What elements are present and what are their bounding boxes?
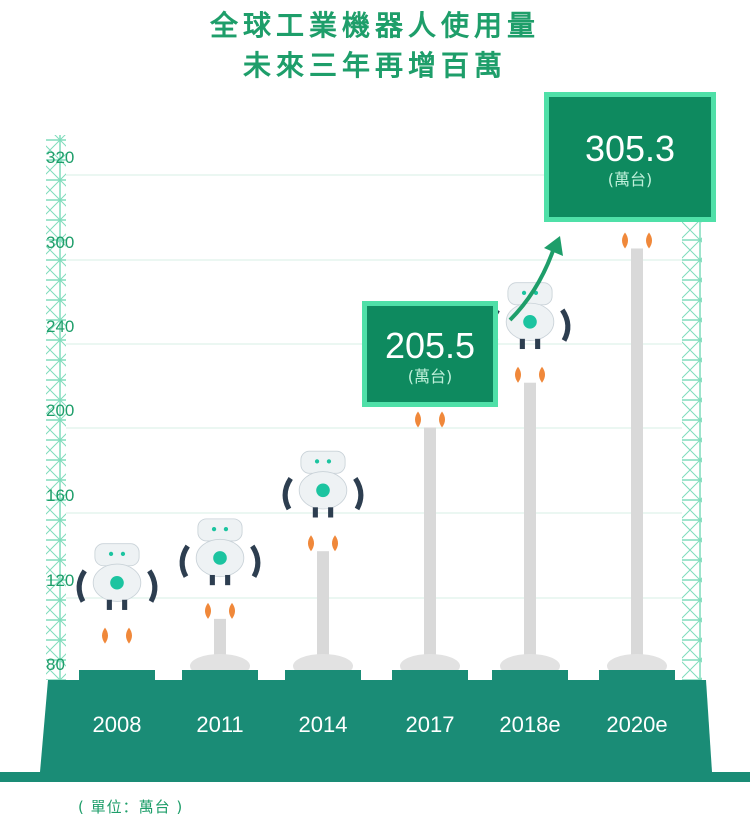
robot-leg	[225, 574, 231, 586]
flame	[539, 366, 545, 383]
x-tick-label: 2018e	[499, 712, 560, 737]
robot-arm-right	[147, 569, 158, 603]
y-tick-label: 120	[46, 571, 74, 590]
x-tick-label: 2008	[93, 712, 142, 737]
robot-eye	[314, 459, 320, 464]
callout-value: 305.3	[585, 128, 675, 169]
robot-arm-left	[179, 544, 190, 578]
robot-core	[523, 315, 537, 329]
bar-base	[599, 670, 675, 682]
robot-head	[300, 450, 346, 474]
y-tick-label: 200	[46, 401, 74, 420]
robot-eye	[108, 551, 114, 556]
robot-arm-left	[282, 476, 293, 511]
unit-note: ( 單位：萬台 )	[78, 798, 184, 816]
chart-title-line1: 全球工業機器人使用量	[209, 9, 540, 42]
y-tick-label: 80	[46, 655, 65, 674]
bar-base	[182, 670, 258, 682]
flame	[622, 232, 628, 249]
y-tick-label: 320	[46, 148, 74, 167]
robot-arm-right	[250, 544, 261, 578]
platform-base	[40, 680, 712, 772]
y-tick-label: 300	[46, 233, 74, 252]
flame	[415, 411, 421, 428]
robot-leg	[106, 599, 112, 610]
robot-icon	[76, 543, 158, 610]
bar-base	[79, 670, 155, 682]
robot-eye	[211, 526, 217, 532]
robot-leg	[328, 507, 334, 518]
growth-arrow	[508, 244, 557, 322]
robot-arm-right	[560, 308, 571, 342]
flame	[229, 602, 235, 619]
flame	[308, 535, 314, 552]
x-tick-label: 2011	[196, 712, 243, 737]
robot-leg	[122, 599, 128, 610]
robot-arm-left	[76, 569, 87, 603]
robot-eye	[223, 526, 229, 532]
robot-icon	[282, 450, 364, 518]
bar-base	[285, 670, 361, 682]
bar-base	[492, 670, 568, 682]
flame	[515, 366, 521, 383]
robot-core	[316, 483, 330, 498]
robot-head	[197, 518, 243, 542]
flame	[332, 535, 338, 552]
x-tick-label: 2017	[406, 712, 455, 737]
y-tick-label: 240	[46, 317, 74, 336]
robot-eye	[521, 290, 527, 296]
flame	[646, 232, 652, 249]
bar-2017	[424, 427, 436, 680]
callout-unit: (萬台)	[408, 367, 453, 386]
growth-arrowhead	[544, 236, 563, 256]
chart-title-line2: 未來三年再增百萬	[242, 49, 507, 82]
flame	[439, 411, 445, 428]
robot-eye	[326, 459, 332, 464]
robot-eye	[120, 551, 126, 556]
flame	[205, 602, 211, 619]
robot-leg	[209, 574, 215, 586]
robot-core	[110, 575, 124, 590]
ground-strip	[0, 772, 750, 782]
callout-unit: (萬台)	[608, 170, 653, 189]
robot-icon	[179, 518, 261, 586]
x-tick-label: 2014	[299, 712, 348, 737]
x-tick-label: 2020e	[606, 712, 667, 737]
robot-head	[94, 543, 140, 567]
y-tick-label: 160	[46, 486, 74, 505]
robot-leg	[519, 338, 525, 350]
robot-arm-right	[353, 476, 364, 511]
flame	[102, 627, 108, 644]
callout-box	[367, 306, 493, 402]
robot-leg	[535, 338, 541, 350]
right-truss-tower	[682, 220, 702, 680]
bar-2018e	[524, 382, 536, 680]
bar-base	[392, 670, 468, 682]
callout-box	[549, 97, 711, 217]
robot-leg	[312, 507, 318, 518]
robot-core	[213, 551, 227, 565]
callout-value: 205.5	[385, 325, 475, 366]
left-truss-tower	[46, 135, 66, 680]
bar-2020e	[631, 248, 643, 680]
flame	[126, 627, 132, 644]
bar-2014	[317, 551, 329, 680]
